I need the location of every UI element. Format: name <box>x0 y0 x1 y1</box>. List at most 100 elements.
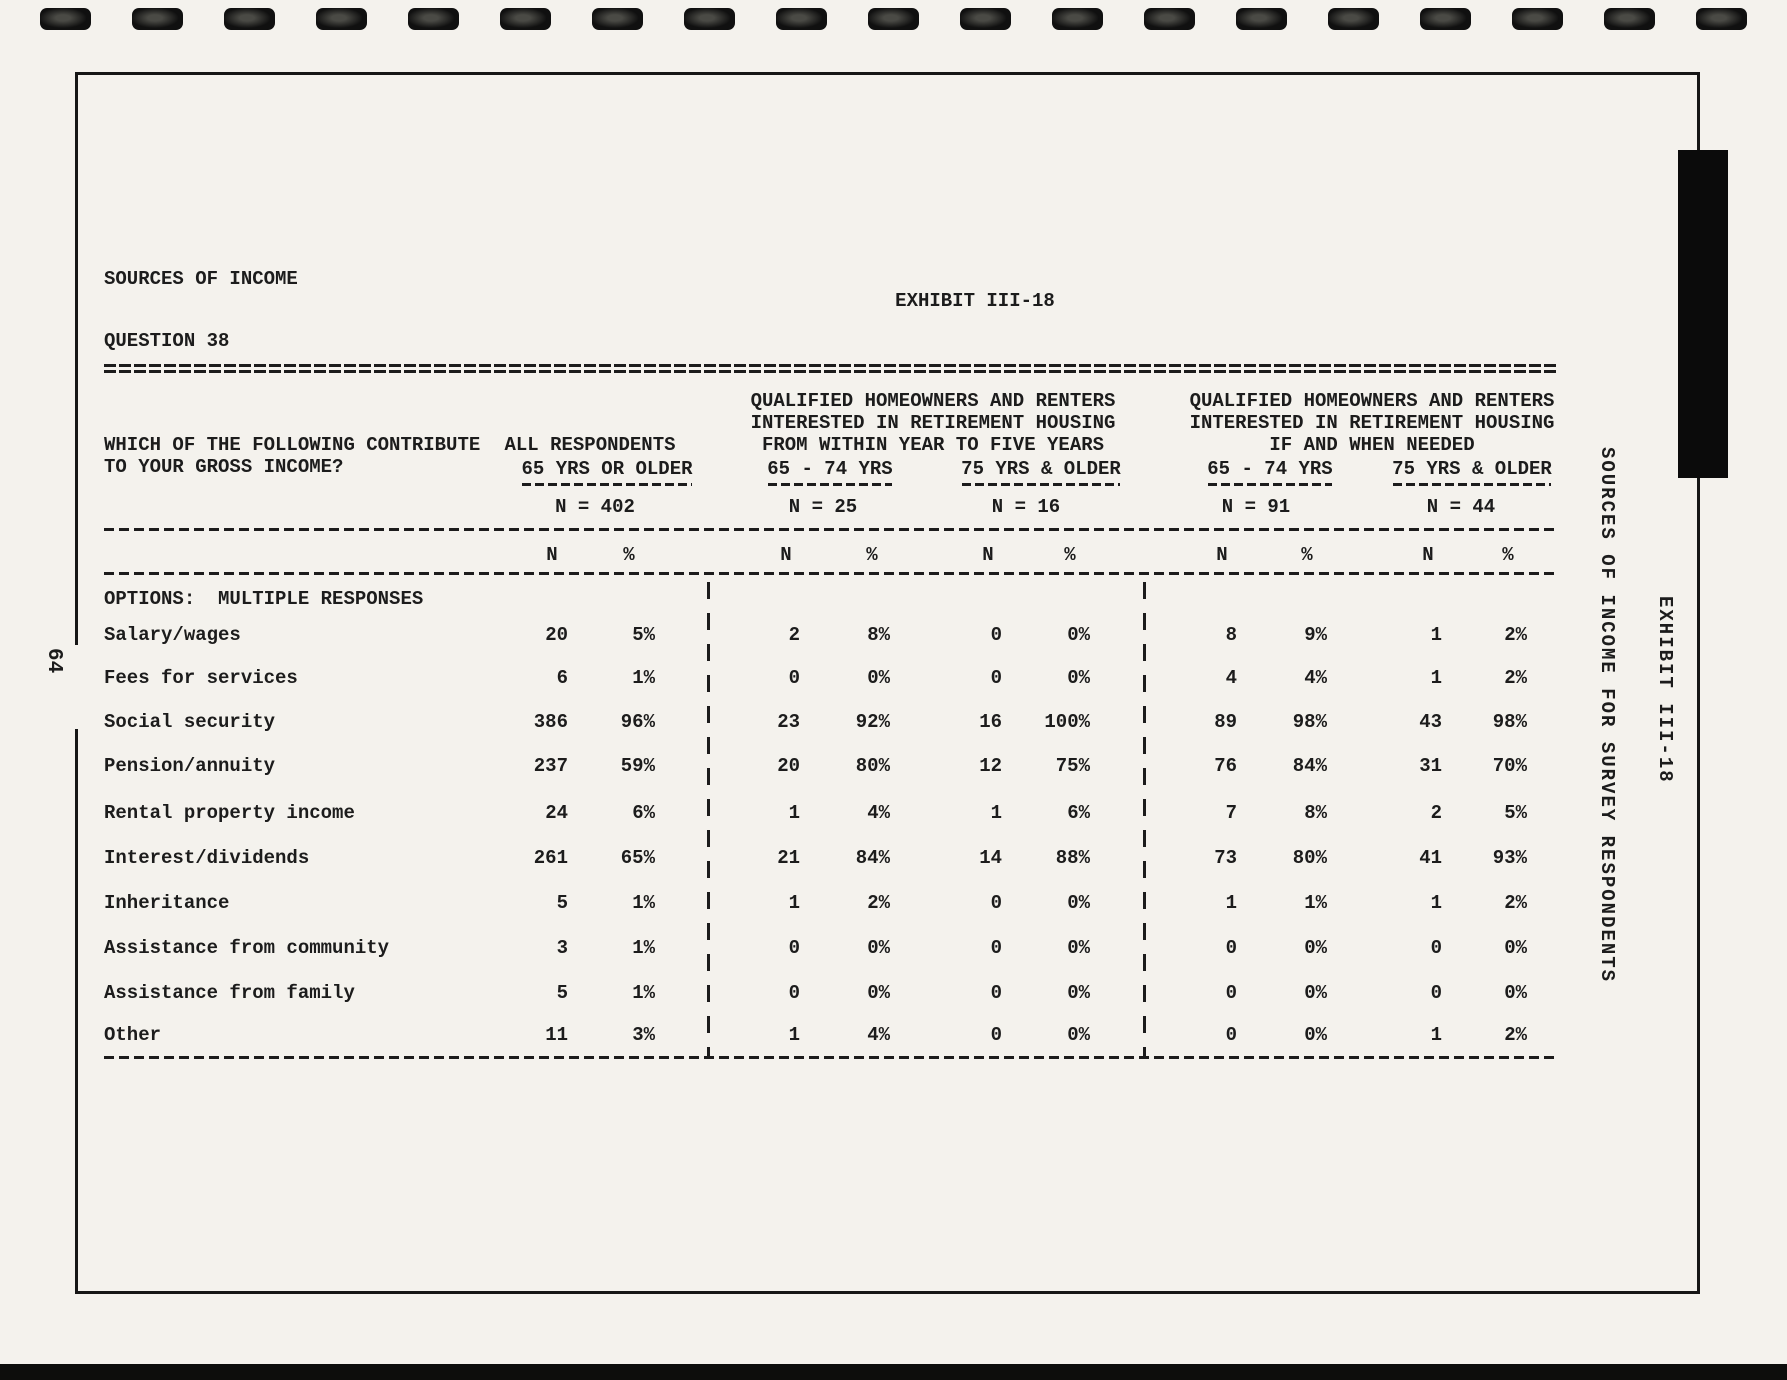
cell-count: 237 <box>533 755 568 777</box>
horizontal-rule <box>104 572 1558 575</box>
cell-count: 23 <box>777 711 800 733</box>
count-header: N <box>546 544 558 566</box>
binding-hole <box>1236 8 1287 30</box>
age-header-underline <box>962 483 1120 486</box>
group-header-line: QUALIFIED HOMEOWNERS AND RENTERS <box>1189 390 1555 412</box>
cell-count: 0 <box>990 667 1002 689</box>
binding-hole <box>1420 8 1471 30</box>
binding-hole <box>1696 8 1747 30</box>
percent-header: % <box>866 544 878 566</box>
count-header: N <box>982 544 994 566</box>
row-label: Salary/wages <box>104 624 241 646</box>
cell-count: 0 <box>990 1024 1002 1046</box>
sample-size-label: N = 16 <box>991 496 1061 518</box>
cell-percent: 1% <box>632 892 655 914</box>
row-label: Assistance from family <box>104 982 355 1004</box>
cell-percent: 2% <box>1504 892 1527 914</box>
side-exhibit-label: EXHIBIT III-18 <box>1654 596 1676 784</box>
cell-count: 0 <box>1430 982 1442 1004</box>
double-rule <box>104 364 1558 373</box>
cell-percent: 5% <box>1504 802 1527 824</box>
cell-count: 76 <box>1214 755 1237 777</box>
cell-count: 14 <box>979 847 1002 869</box>
age-header-underline <box>522 483 692 486</box>
binding-hole <box>408 8 459 30</box>
count-header: N <box>780 544 792 566</box>
cell-count: 1 <box>788 802 800 824</box>
group-header-line: INTERESTED IN RETIREMENT HOUSING <box>750 412 1116 434</box>
binding-hole <box>776 8 827 30</box>
page-number: 64 <box>42 648 65 674</box>
cell-count: 20 <box>777 755 800 777</box>
cell-percent: 96% <box>620 711 655 733</box>
percent-header: % <box>1064 544 1076 566</box>
options-note: OPTIONS: MULTIPLE RESPONSES <box>104 588 424 610</box>
cell-count: 0 <box>1430 937 1442 959</box>
binding-hole <box>684 8 735 30</box>
binding-hole <box>224 8 275 30</box>
cell-count: 2 <box>788 624 800 646</box>
age-header-underline <box>1208 483 1332 486</box>
cell-count: 0 <box>1225 1024 1237 1046</box>
cell-percent: 9% <box>1304 624 1327 646</box>
binding-tab-mark <box>1678 150 1728 478</box>
binding-hole <box>500 8 551 30</box>
cell-count: 0 <box>990 892 1002 914</box>
cell-percent: 75% <box>1055 755 1090 777</box>
cell-count: 386 <box>533 711 568 733</box>
sample-size-label: N = 25 <box>788 496 858 518</box>
binding-hole <box>868 8 919 30</box>
cell-percent: 92% <box>855 711 890 733</box>
binding-hole <box>1052 8 1103 30</box>
binding-hole <box>132 8 183 30</box>
row-label: Other <box>104 1024 162 1046</box>
age-column-header: 75 YRS & OLDER <box>1392 458 1552 480</box>
binding-hole <box>40 8 91 30</box>
cell-percent: 3% <box>632 1024 655 1046</box>
group-header-line: FROM WITHIN YEAR TO FIVE YEARS <box>761 434 1105 456</box>
cell-count: 31 <box>1419 755 1442 777</box>
cell-percent: 4% <box>1304 667 1327 689</box>
count-header: N <box>1422 544 1434 566</box>
cell-percent: 0% <box>1067 892 1090 914</box>
exhibit-title: EXHIBIT III-18 <box>895 290 1055 312</box>
cell-count: 0 <box>1225 982 1237 1004</box>
row-label: Assistance from community <box>104 937 390 959</box>
cell-percent: 88% <box>1055 847 1090 869</box>
cell-count: 1 <box>1430 1024 1442 1046</box>
percent-header: % <box>1502 544 1514 566</box>
age-header-underline <box>768 483 892 486</box>
percent-header: % <box>623 544 635 566</box>
cell-count: 24 <box>545 802 568 824</box>
cell-percent: 70% <box>1492 755 1527 777</box>
cell-count: 41 <box>1419 847 1442 869</box>
cell-count: 4 <box>1225 667 1237 689</box>
cell-count: 5 <box>556 982 568 1004</box>
cell-percent: 0% <box>1504 982 1527 1004</box>
cell-percent: 0% <box>1067 624 1090 646</box>
row-label: Interest/dividends <box>104 847 310 869</box>
question-number: QUESTION 38 <box>104 330 230 352</box>
cell-count: 12 <box>979 755 1002 777</box>
cell-percent: 84% <box>1292 755 1327 777</box>
cell-count: 11 <box>545 1024 568 1046</box>
binding-hole <box>592 8 643 30</box>
cell-count: 43 <box>1419 711 1442 733</box>
cell-count: 1 <box>1430 892 1442 914</box>
cell-count: 1 <box>788 1024 800 1046</box>
cell-percent: 8% <box>1304 802 1327 824</box>
cell-count: 1 <box>990 802 1002 824</box>
count-header: N <box>1216 544 1228 566</box>
cell-percent: 59% <box>620 755 655 777</box>
binding-hole <box>1328 8 1379 30</box>
age-column-header: 65 - 74 YRS <box>767 458 893 480</box>
binding-hole <box>1604 8 1655 30</box>
cell-percent: 1% <box>632 667 655 689</box>
page-title: SOURCES OF INCOME <box>104 268 298 290</box>
column-group-separator <box>707 582 710 1056</box>
stub-question-line-2: TO YOUR GROSS INCOME? <box>104 456 344 478</box>
cell-percent: 2% <box>1504 667 1527 689</box>
cell-count: 73 <box>1214 847 1237 869</box>
cell-count: 3 <box>556 937 568 959</box>
sample-size-label: N = 44 <box>1426 496 1496 518</box>
